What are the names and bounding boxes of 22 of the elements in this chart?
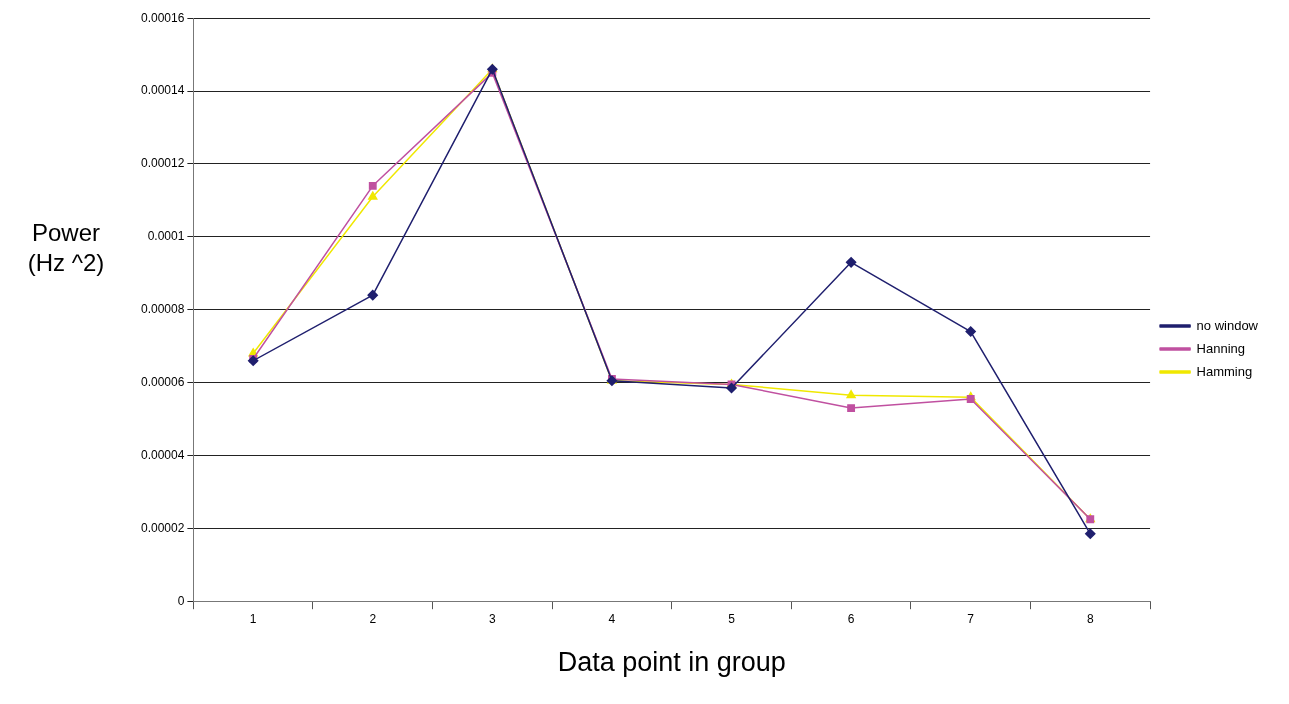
x-tick-label: 3 [489,611,496,626]
legend-label: Hanning [1196,340,1246,356]
x-axis-title: Data point in group [557,647,786,678]
y-tick-label: 0.00016 [140,10,185,25]
x-tick-label: 6 [847,611,855,626]
x-tick-label: 4 [608,611,616,626]
y-tick-label: 0.00002 [140,520,185,535]
y-tick-label: 0.0001 [147,229,185,244]
y-tick-label: 0.00006 [140,374,185,389]
y-tick-label: 0.00012 [140,156,185,171]
y-tick-label: 0.00014 [140,83,185,98]
x-tick-label: 7 [967,611,975,626]
x-tick-label: 5 [728,611,736,626]
y-tick-label: 0.00008 [140,302,185,317]
x-tick-label: 2 [369,611,377,626]
y-tick-label: 0.00004 [140,447,185,462]
legend-label: no window [1196,317,1259,333]
y-tick-label: 0 [177,593,185,608]
x-tick-label: 1 [249,611,257,626]
legend-label: Hamming [1196,363,1253,379]
y-axis-title: Power (Hz ^2) [26,218,106,278]
x-tick-label: 8 [1086,611,1094,626]
